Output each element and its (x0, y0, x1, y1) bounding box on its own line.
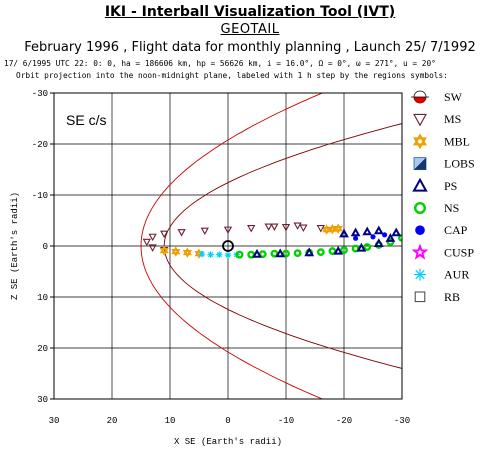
orbit-point-ms (270, 223, 279, 231)
legend-symbol-lobs (413, 157, 427, 171)
legend-label-ns: NS (444, 201, 459, 215)
legend-symbol-ps (412, 177, 428, 192)
orbit-point-mbl (322, 224, 332, 235)
x-tick-label: -10 (278, 416, 294, 426)
orbit-point-ps (385, 233, 396, 242)
x-tick-label: 0 (225, 416, 230, 426)
legend-symbol-cusp (411, 243, 429, 260)
orbit-point-ms (316, 225, 325, 233)
orbit-point-ps (373, 225, 384, 235)
orbit-point-ns (328, 247, 337, 256)
y-tick-label: 0 (43, 242, 48, 252)
orbit-point-ms (148, 244, 157, 252)
orbit-point-ns (405, 231, 410, 236)
orbit-point-ps (356, 242, 367, 252)
orbit-point-ns (316, 248, 325, 257)
orbit-point-ms (160, 230, 169, 239)
legend-label-rb: RB (444, 290, 460, 304)
orbit-point-ms (200, 227, 209, 236)
legend-label-aur: AUR (444, 268, 469, 282)
orbit-point-ms (281, 224, 291, 232)
y-tick-label: 10 (37, 293, 48, 303)
y-tick-label: -10 (32, 191, 48, 201)
orbit-point-ms (148, 233, 157, 242)
orbit-point-ns (235, 250, 244, 259)
orbit-point-ms (247, 225, 256, 233)
tool-title: IKI - Interball Visualization Tool (IVT) (104, 4, 396, 20)
orbit-point-ms (142, 238, 151, 247)
orbit-point-ms (177, 229, 186, 237)
legend-label-ps: PS (444, 179, 457, 193)
y-tick-label: 20 (37, 344, 48, 354)
orbit-point-ps (333, 245, 344, 255)
orbit-point-ps (373, 238, 384, 248)
spacecraft-name: GEOTAIL (220, 22, 280, 37)
legend-label-cap: CAP (444, 223, 468, 237)
orbit-point-cap (382, 232, 388, 238)
projection-note: Orbit projection into the noon-midnight … (16, 71, 448, 80)
legend-label-mbl: MBL (444, 134, 470, 148)
x-tick-label: 30 (49, 416, 60, 426)
orbit-point-ns (340, 246, 348, 255)
legend-symbol-aur (414, 268, 426, 281)
orbit-point-ps (339, 228, 349, 238)
orbit-point-ps (252, 248, 262, 258)
legend-label-lobs: LOBS (444, 157, 475, 171)
y-axis-label: Z SE (Earth's radii) (10, 192, 20, 300)
orbit-point-ms (223, 226, 233, 235)
x-tick-label: -20 (336, 416, 352, 426)
orbit-point-ns (293, 249, 302, 258)
panel-label: SE c/s (66, 112, 106, 128)
orbit-point-aur (224, 251, 232, 259)
orbit-point-ns (282, 249, 290, 258)
legend-label-sw: SW (444, 90, 463, 104)
x-tick-label: -30 (394, 416, 410, 426)
orbit-point-ns (258, 250, 267, 259)
legend-symbol-rb (414, 291, 426, 303)
orbit-point-ps (304, 247, 315, 257)
legend-symbol-sw (411, 90, 429, 104)
orbit-point-ms (299, 224, 308, 232)
legend-symbol-ns (414, 201, 427, 214)
orbit-point-aur (198, 250, 206, 258)
orbit-point-ns (363, 243, 372, 251)
orbit-point-ps (391, 227, 402, 237)
legend-symbol-mbl (413, 133, 427, 150)
orbit-point-mbl (159, 245, 169, 256)
legend-label-cusp: CUSP (444, 245, 474, 259)
legend-symbol-ms (413, 113, 427, 127)
orbit-point-mbl (171, 246, 181, 257)
earth-marker (222, 240, 234, 252)
legend-label-ms: MS (444, 112, 461, 126)
legend-symbol-cap (415, 225, 425, 235)
orbit-point-mbl (333, 223, 343, 234)
orbit-point-mbl (182, 247, 192, 258)
orbit-parameters: 17/ 6/1995 UTC 22: 0: 0, ha = 186606 km,… (4, 59, 436, 68)
orbit-point-cap (370, 234, 376, 240)
orbit-point-aur (216, 251, 223, 258)
orbit-point-ms (293, 222, 302, 230)
x-axis-label: X SE (Earth's radii) (174, 437, 282, 447)
x-tick-label: 20 (107, 416, 118, 426)
orbit-point-ms (264, 223, 273, 231)
orbit-point-ns (386, 237, 395, 246)
x-tick-label: 10 (165, 416, 176, 426)
orbit-point-ps (350, 227, 361, 237)
y-tick-label: 30 (37, 395, 48, 405)
orbit-point-cap (353, 235, 359, 241)
y-tick-label: -20 (32, 140, 48, 150)
orbit-point-aur (207, 251, 214, 258)
y-tick-label: -30 (32, 89, 48, 99)
bow-shock-curve (140, 93, 324, 399)
orbit-point-ps (275, 248, 286, 258)
orbit-point-ps (362, 226, 373, 236)
orbit-point-mbl (327, 223, 337, 235)
orbit-point-ns (270, 249, 279, 258)
chart-subtitle: February 1996 , Flight data for monthly … (24, 40, 476, 55)
